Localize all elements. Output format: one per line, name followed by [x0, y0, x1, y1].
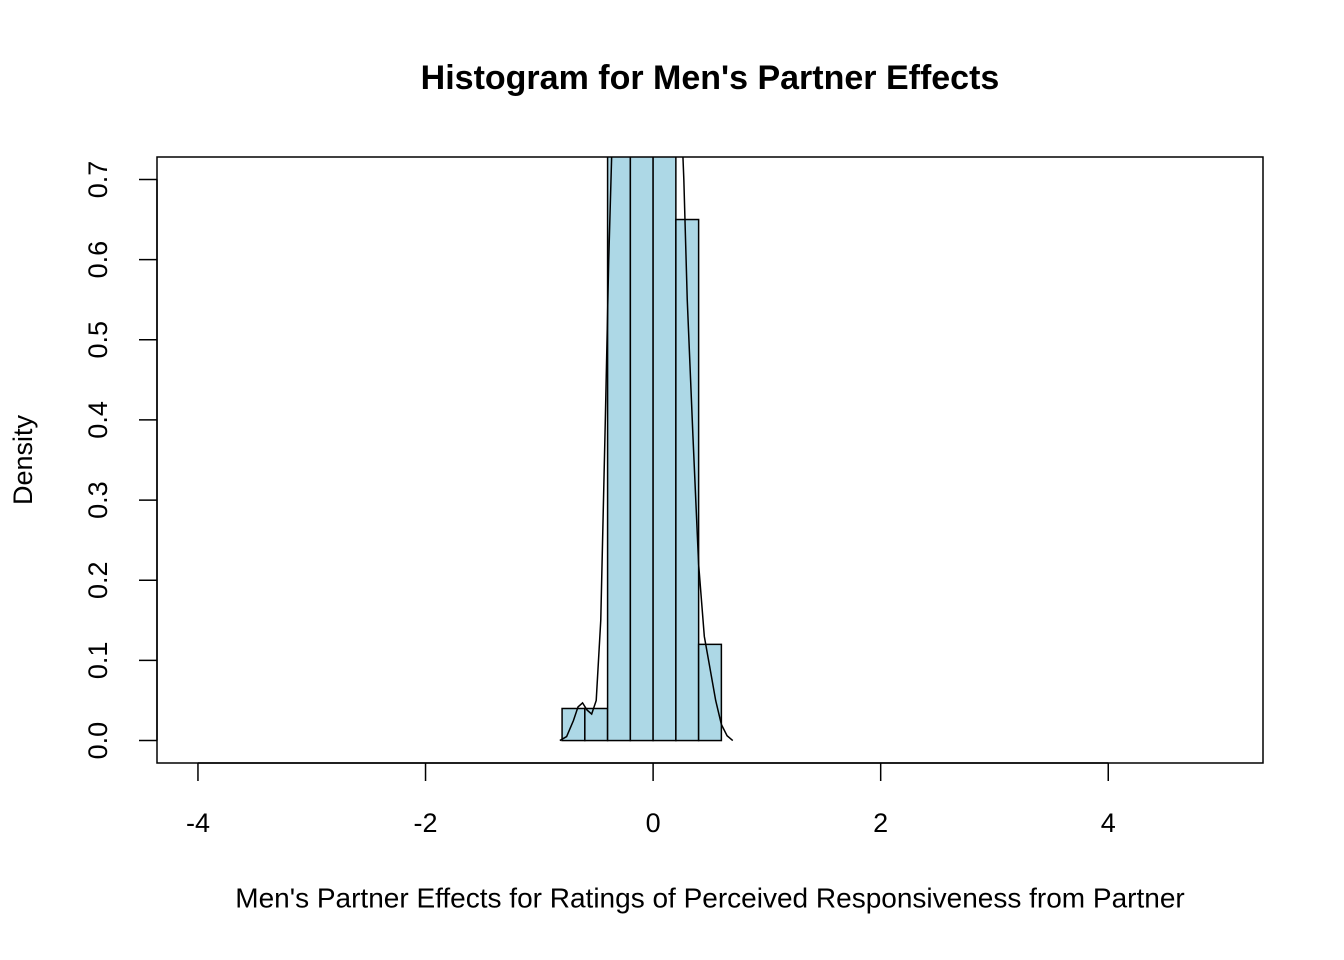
- bar: [697, 643, 723, 742]
- bar: [652, 157, 677, 742]
- bar: [606, 157, 632, 742]
- y-tick-label: 0.0: [83, 722, 113, 760]
- bar: [629, 157, 654, 742]
- chart-title: Histogram for Men's Partner Effects: [421, 59, 1000, 97]
- x-tick-label: 2: [873, 808, 888, 838]
- bar: [675, 218, 700, 742]
- y-tick-label: 0.2: [83, 561, 113, 599]
- y-axis-label: Density: [8, 414, 38, 505]
- x-tick-label: -4: [186, 808, 210, 838]
- y-tick-label: 0.1: [83, 642, 113, 680]
- bar: [584, 707, 609, 742]
- y-tick-label: 0.6: [83, 241, 113, 279]
- x-tick-label: -2: [414, 808, 438, 838]
- y-tick-label: 0.3: [83, 481, 113, 519]
- x-tick-label: 0: [646, 808, 661, 838]
- y-tick-label: 0.4: [83, 401, 113, 439]
- y-tick-label: 0.7: [83, 161, 113, 199]
- y-tick-label: 0.5: [83, 321, 113, 359]
- x-tick-label: 4: [1101, 808, 1116, 838]
- plot-area: [559, 157, 734, 742]
- bar: [561, 707, 586, 742]
- density-line: [559, 157, 734, 742]
- x-axis-label: Men's Partner Effects for Ratings of Per…: [235, 882, 1184, 913]
